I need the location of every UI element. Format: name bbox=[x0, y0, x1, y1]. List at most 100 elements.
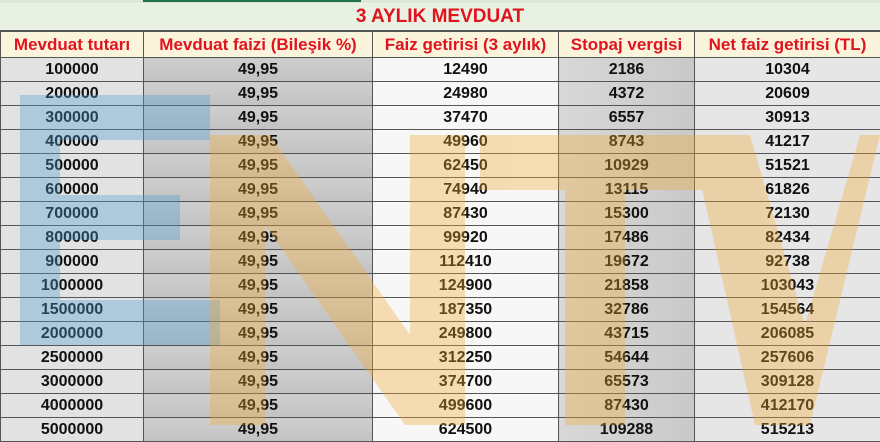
deposit-amount-cell[interactable]: 2500000 bbox=[1, 346, 144, 370]
interest-rate-cell[interactable]: 49,95 bbox=[144, 226, 373, 250]
header-row: Mevduat tutarı Mevduat faizi (Bileşik %)… bbox=[1, 32, 880, 58]
net-return-cell[interactable]: 82434 bbox=[695, 226, 880, 250]
withholding-tax-cell[interactable]: 4372 bbox=[559, 82, 695, 106]
selected-column-indicator bbox=[143, 0, 361, 2]
interest-rate-cell[interactable]: 49,95 bbox=[144, 274, 373, 298]
interest-rate-cell[interactable]: 49,95 bbox=[144, 370, 373, 394]
interest-rate-cell[interactable]: 49,95 bbox=[144, 322, 373, 346]
header-deposit-amount: Mevduat tutarı bbox=[1, 32, 144, 58]
deposit-amount-cell[interactable]: 900000 bbox=[1, 250, 144, 274]
withholding-tax-cell[interactable]: 2186 bbox=[559, 58, 695, 82]
net-return-cell[interactable]: 41217 bbox=[695, 130, 880, 154]
withholding-tax-cell[interactable]: 8743 bbox=[559, 130, 695, 154]
interest-rate-cell[interactable]: 49,95 bbox=[144, 394, 373, 418]
deposit-amount-cell[interactable]: 100000 bbox=[1, 58, 144, 82]
interest-return-cell[interactable]: 87430 bbox=[373, 202, 559, 226]
interest-return-cell[interactable]: 374700 bbox=[373, 370, 559, 394]
withholding-tax-cell[interactable]: 6557 bbox=[559, 106, 695, 130]
interest-rate-cell[interactable]: 49,95 bbox=[144, 130, 373, 154]
interest-rate-cell[interactable]: 49,95 bbox=[144, 82, 373, 106]
withholding-tax-cell[interactable]: 21858 bbox=[559, 274, 695, 298]
withholding-tax-cell[interactable]: 19672 bbox=[559, 250, 695, 274]
net-return-cell[interactable]: 206085 bbox=[695, 322, 880, 346]
deposit-amount-cell[interactable]: 1500000 bbox=[1, 298, 144, 322]
deposit-amount-cell[interactable]: 600000 bbox=[1, 178, 144, 202]
interest-return-cell[interactable]: 74940 bbox=[373, 178, 559, 202]
deposit-amount-cell[interactable]: 1000000 bbox=[1, 274, 144, 298]
interest-return-cell[interactable]: 49960 bbox=[373, 130, 559, 154]
net-return-cell[interactable]: 257606 bbox=[695, 346, 880, 370]
net-return-cell[interactable]: 92738 bbox=[695, 250, 880, 274]
net-return-cell[interactable]: 412170 bbox=[695, 394, 880, 418]
interest-return-cell[interactable]: 124900 bbox=[373, 274, 559, 298]
interest-rate-cell[interactable]: 49,95 bbox=[144, 154, 373, 178]
deposit-amount-cell[interactable]: 800000 bbox=[1, 226, 144, 250]
interest-rate-cell[interactable]: 49,95 bbox=[144, 298, 373, 322]
interest-rate-cell[interactable]: 49,95 bbox=[144, 418, 373, 442]
interest-return-cell[interactable]: 24980 bbox=[373, 82, 559, 106]
net-return-cell[interactable]: 103043 bbox=[695, 274, 880, 298]
header-interest-return: Faiz getirisi (3 aylık) bbox=[373, 32, 559, 58]
deposit-amount-cell[interactable]: 300000 bbox=[1, 106, 144, 130]
deposit-amount-cell[interactable]: 4000000 bbox=[1, 394, 144, 418]
interest-return-cell[interactable]: 99920 bbox=[373, 226, 559, 250]
withholding-tax-cell[interactable]: 87430 bbox=[559, 394, 695, 418]
interest-rate-cell[interactable]: 49,95 bbox=[144, 346, 373, 370]
interest-return-cell[interactable]: 249800 bbox=[373, 322, 559, 346]
interest-return-cell[interactable]: 62450 bbox=[373, 154, 559, 178]
deposit-amount-cell[interactable]: 400000 bbox=[1, 130, 144, 154]
net-return-cell[interactable]: 10304 bbox=[695, 58, 880, 82]
deposit-amount-cell[interactable]: 2000000 bbox=[1, 322, 144, 346]
withholding-tax-cell[interactable]: 15300 bbox=[559, 202, 695, 226]
interest-rate-cell[interactable]: 49,95 bbox=[144, 106, 373, 130]
net-return-cell[interactable]: 154564 bbox=[695, 298, 880, 322]
interest-rate-cell[interactable]: 49,95 bbox=[144, 178, 373, 202]
deposit-amount-cell[interactable]: 200000 bbox=[1, 82, 144, 106]
withholding-tax-cell[interactable]: 32786 bbox=[559, 298, 695, 322]
withholding-tax-cell[interactable]: 65573 bbox=[559, 370, 695, 394]
net-return-cell[interactable]: 20609 bbox=[695, 82, 880, 106]
net-return-cell[interactable]: 61826 bbox=[695, 178, 880, 202]
withholding-tax-cell[interactable]: 54644 bbox=[559, 346, 695, 370]
withholding-tax-cell[interactable]: 43715 bbox=[559, 322, 695, 346]
interest-return-cell[interactable]: 37470 bbox=[373, 106, 559, 130]
interest-return-cell[interactable]: 12490 bbox=[373, 58, 559, 82]
deposit-amount-cell[interactable]: 5000000 bbox=[1, 418, 144, 442]
deposit-amount-cell[interactable]: 500000 bbox=[1, 154, 144, 178]
withholding-tax-cell[interactable]: 109288 bbox=[559, 418, 695, 442]
interest-return-cell[interactable]: 624500 bbox=[373, 418, 559, 442]
interest-rate-cell[interactable]: 49,95 bbox=[144, 58, 373, 82]
withholding-tax-cell[interactable]: 17486 bbox=[559, 226, 695, 250]
header-net-return: Net faiz getirisi (TL) bbox=[695, 32, 880, 58]
interest-return-cell[interactable]: 187350 bbox=[373, 298, 559, 322]
interest-return-cell[interactable]: 312250 bbox=[373, 346, 559, 370]
withholding-tax-cell[interactable]: 10929 bbox=[559, 154, 695, 178]
net-return-cell[interactable]: 72130 bbox=[695, 202, 880, 226]
deposit-amount-cell[interactable]: 700000 bbox=[1, 202, 144, 226]
net-return-cell[interactable]: 30913 bbox=[695, 106, 880, 130]
withholding-tax-cell[interactable]: 13115 bbox=[559, 178, 695, 202]
interest-return-cell[interactable]: 499600 bbox=[373, 394, 559, 418]
interest-rate-cell[interactable]: 49,95 bbox=[144, 202, 373, 226]
net-return-cell[interactable]: 515213 bbox=[695, 418, 880, 442]
interest-rate-cell[interactable]: 49,95 bbox=[144, 250, 373, 274]
interest-return-cell[interactable]: 112410 bbox=[373, 250, 559, 274]
deposit-amount-cell[interactable]: 3000000 bbox=[1, 370, 144, 394]
net-return-cell[interactable]: 309128 bbox=[695, 370, 880, 394]
net-return-cell[interactable]: 51521 bbox=[695, 154, 880, 178]
